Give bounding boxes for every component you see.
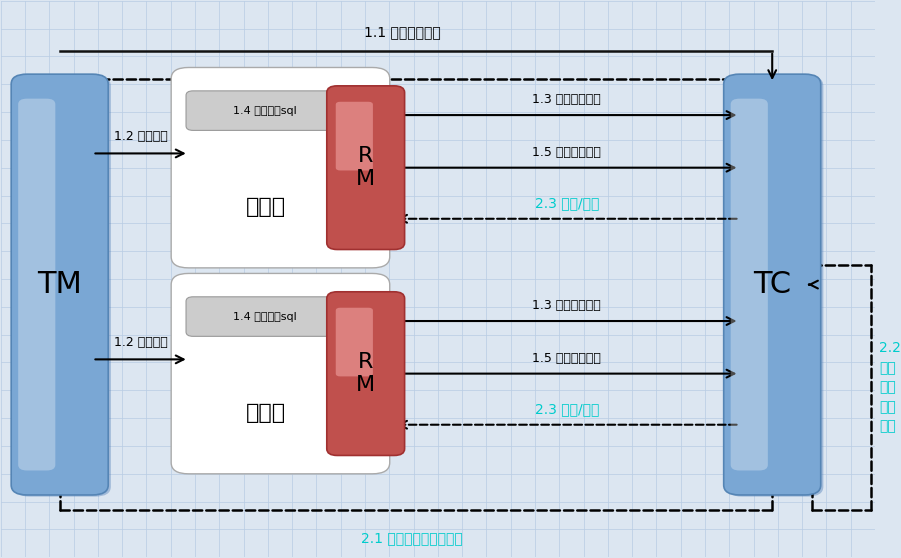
Text: TM: TM [37, 270, 82, 299]
FancyBboxPatch shape [327, 292, 405, 455]
FancyBboxPatch shape [731, 99, 768, 470]
Text: 2.1 提交、回滚全局事务: 2.1 提交、回滚全局事务 [360, 531, 462, 545]
Text: 1.1 开启全局事务: 1.1 开启全局事务 [365, 26, 441, 40]
Text: R
M: R M [356, 352, 375, 395]
Text: 1.3 注册分支事务: 1.3 注册分支事务 [532, 299, 601, 312]
Text: 1.5 报告事务状态: 1.5 报告事务状态 [532, 352, 601, 365]
FancyBboxPatch shape [726, 76, 824, 497]
Text: 1.2 调用分支: 1.2 调用分支 [114, 131, 168, 143]
Text: 1.5 报告事务状态: 1.5 报告事务状态 [532, 146, 601, 159]
FancyBboxPatch shape [171, 273, 390, 474]
FancyBboxPatch shape [336, 102, 373, 170]
Text: 微服务: 微服务 [246, 403, 286, 423]
Text: R
M: R M [356, 146, 375, 189]
Text: 1.2 调用分支: 1.2 调用分支 [114, 336, 168, 349]
FancyBboxPatch shape [327, 86, 405, 249]
FancyBboxPatch shape [171, 68, 390, 268]
FancyBboxPatch shape [186, 297, 344, 336]
Text: TC: TC [753, 270, 791, 299]
Text: 2.3 提交/回滚: 2.3 提交/回滚 [534, 196, 599, 210]
Text: 2.2
检查
分支
事务
状态: 2.2 检查 分支 事务 状态 [879, 341, 901, 433]
FancyBboxPatch shape [18, 99, 55, 470]
FancyBboxPatch shape [724, 74, 821, 495]
Text: 微服务: 微服务 [246, 197, 286, 217]
Text: 2.3 提交/回滚: 2.3 提交/回滚 [534, 402, 599, 416]
Text: 1.3 注册分支事务: 1.3 注册分支事务 [532, 93, 601, 106]
Text: 1.4 执行业务sql: 1.4 执行业务sql [233, 105, 297, 116]
FancyBboxPatch shape [336, 307, 373, 377]
FancyBboxPatch shape [186, 91, 344, 131]
FancyBboxPatch shape [14, 76, 111, 497]
Text: 1.4 执行业务sql: 1.4 执行业务sql [233, 311, 297, 321]
FancyBboxPatch shape [11, 74, 108, 495]
